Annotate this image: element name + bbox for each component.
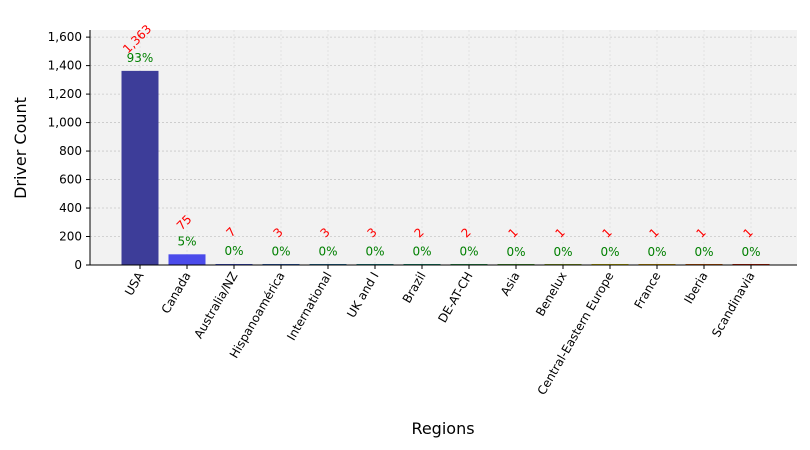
percent-label: 0% (506, 245, 525, 259)
percent-label: 0% (553, 245, 572, 259)
y-tick-label: 1,200 (48, 87, 82, 101)
x-tick-label: UK and I (344, 270, 381, 321)
x-tick-label: International (284, 270, 334, 343)
x-ticks: USA CanadaAustralia/NZHispanoaméricaInter… (122, 265, 758, 397)
bar (168, 254, 206, 265)
y-tick-label: 600 (59, 173, 82, 187)
y-tick-label: 400 (59, 201, 82, 215)
x-tick-label: Scandinavia (709, 270, 758, 340)
y-tick-label: 1,600 (48, 30, 82, 44)
percent-label: 0% (741, 245, 760, 259)
x-tick-label: DE-AT-CH (435, 270, 475, 326)
y-tick-label: 1,000 (48, 116, 82, 130)
percent-label: 0% (600, 245, 619, 259)
y-ticks: 0 200 400 600 800 1,000 1,200 1,400 1,600 (48, 30, 90, 272)
bar (121, 70, 159, 265)
percent-label: 0% (318, 245, 337, 259)
percent-label: 0% (647, 245, 666, 259)
y-tick-label: 800 (59, 144, 82, 158)
x-tick-label: Brazil (400, 270, 429, 306)
percent-label: 0% (459, 245, 478, 259)
percent-label: 0% (224, 244, 243, 258)
x-tick-label: Canada (159, 270, 194, 317)
y-tick-label: 0 (74, 258, 82, 272)
y-axis-title: Driver Count (11, 97, 30, 199)
plot-background (90, 30, 797, 265)
percent-label: 0% (365, 245, 384, 259)
percent-label: 0% (694, 245, 713, 259)
axes (89, 30, 797, 266)
x-tick-label: Benelux (533, 270, 569, 319)
percent-label: 5% (177, 234, 196, 248)
x-tick-label: Australia/NZ (191, 270, 240, 341)
y-tick-label: 200 (59, 230, 82, 244)
grid (90, 30, 797, 266)
x-tick-label: Asia (498, 270, 523, 299)
x-tick-label: Iberia (681, 270, 710, 307)
percent-label: 0% (412, 245, 431, 259)
x-tick-label: France (632, 270, 664, 312)
x-tick-label: USA (122, 269, 147, 298)
percent-label: 0% (271, 245, 290, 259)
x-axis-title: Regions (411, 419, 474, 438)
percent-label: 93% (127, 51, 154, 65)
y-tick-label: 1,400 (48, 59, 82, 73)
